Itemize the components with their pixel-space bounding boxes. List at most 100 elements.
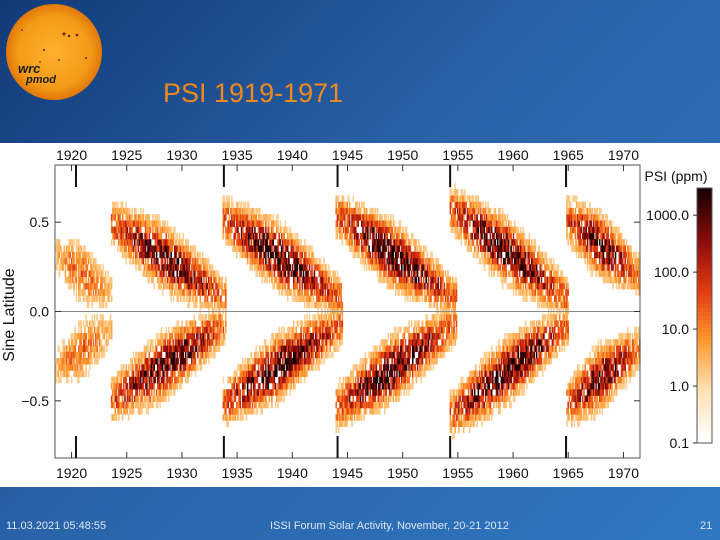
heatmap-cell — [438, 320, 441, 327]
heatmap-cell — [453, 220, 455, 227]
heatmap-cell — [115, 232, 118, 240]
heatmap-cell — [260, 245, 262, 252]
heatmap-cell — [392, 332, 395, 340]
heatmap-cell — [246, 226, 249, 234]
heatmap-cell — [126, 232, 129, 240]
heatmap-cell — [368, 245, 370, 252]
heatmap-cell — [201, 282, 204, 290]
heatmap-cell — [78, 251, 80, 259]
heatmap-cell — [390, 251, 392, 259]
heatmap-cell — [173, 332, 176, 340]
heatmap-cell — [188, 270, 191, 277]
heatmap-cell — [426, 289, 429, 296]
heatmap-cell — [411, 276, 414, 284]
heatmap-cell — [215, 295, 217, 302]
heatmap-cell — [234, 207, 237, 215]
heatmap-cell — [411, 264, 414, 271]
heatmap-cell — [341, 401, 344, 409]
heatmap-cell — [404, 232, 407, 240]
heatmap-cell — [407, 376, 409, 384]
heatmap-cell — [415, 339, 418, 346]
heatmap-cell — [163, 226, 165, 234]
heatmap-cell — [159, 251, 162, 259]
heatmap-cell — [380, 214, 382, 221]
heatmap-cell — [269, 270, 272, 277]
heatmap-cell — [448, 314, 450, 321]
heatmap-cell — [114, 214, 117, 221]
heatmap-cell — [87, 345, 90, 352]
heatmap-cell — [295, 295, 298, 302]
heatmap-cell — [95, 332, 97, 340]
heatmap-cell — [204, 351, 206, 359]
heatmap-cell — [63, 357, 66, 365]
heatmap-cell — [394, 270, 397, 277]
heatmap-cell — [195, 295, 198, 302]
heatmap-cell — [360, 232, 363, 240]
heatmap-cell — [280, 226, 283, 234]
heatmap-cell — [79, 357, 81, 365]
heatmap-cell — [148, 239, 151, 246]
heatmap-cell — [322, 289, 324, 296]
heatmap-cell — [339, 376, 341, 384]
heatmap-cell — [158, 389, 160, 396]
heatmap-cell — [374, 370, 376, 378]
heatmap-cell — [82, 282, 85, 290]
heatmap-cell — [286, 257, 289, 265]
heatmap-cell — [324, 320, 327, 327]
heatmap-cell — [163, 357, 165, 365]
heatmap-cell — [273, 232, 276, 240]
heatmap-cell — [275, 389, 278, 396]
heatmap-cell — [408, 376, 410, 384]
heatmap-cell — [323, 282, 325, 290]
heatmap-cell — [68, 339, 70, 346]
heatmap-cell — [124, 395, 126, 403]
heatmap-cell — [340, 220, 342, 227]
heatmap-cell — [223, 214, 226, 221]
heatmap-cell — [333, 270, 335, 277]
heatmap-cell — [386, 276, 389, 284]
heatmap-cell — [181, 357, 183, 365]
heatmap-cell — [386, 257, 389, 265]
heatmap-cell — [99, 270, 102, 277]
heatmap-cell — [59, 376, 62, 384]
heatmap-cell — [160, 276, 163, 284]
heatmap-cell — [392, 270, 395, 277]
heatmap-cell — [154, 270, 157, 277]
heatmap-cell — [415, 376, 418, 384]
heatmap-cell — [359, 257, 362, 265]
heatmap-cell — [204, 326, 206, 334]
heatmap-cell — [133, 239, 136, 246]
heatmap-cell — [205, 357, 208, 365]
heatmap-cell — [306, 289, 308, 296]
heatmap-cell — [374, 389, 376, 396]
heatmap-cell — [274, 401, 277, 409]
heatmap-cell — [386, 370, 389, 378]
heatmap-cell — [447, 276, 449, 284]
heatmap-cell — [131, 382, 134, 390]
heatmap-cell — [105, 320, 108, 327]
heatmap-cell — [408, 357, 410, 365]
heatmap-cell — [249, 370, 251, 378]
heatmap-cell — [323, 357, 325, 365]
heatmap-cell — [233, 220, 236, 227]
heatmap-cell — [442, 351, 444, 359]
heatmap-cell — [377, 264, 380, 271]
heatmap-cell — [317, 351, 319, 359]
heatmap-cell — [138, 401, 141, 409]
heatmap-cell — [150, 339, 153, 346]
heatmap-cell — [362, 370, 364, 378]
heatmap-cell — [141, 407, 143, 415]
heatmap-cell — [165, 251, 168, 259]
heatmap-cell — [381, 395, 384, 403]
heatmap-cell — [268, 276, 271, 284]
heatmap-cell — [319, 345, 322, 352]
heatmap-cell — [295, 257, 298, 265]
heatmap-cell — [447, 332, 449, 340]
heatmap-cell — [166, 364, 169, 371]
heatmap-cell — [403, 264, 406, 271]
heatmap-cell — [166, 376, 169, 384]
heatmap-cell — [248, 232, 250, 240]
heatmap-cell — [144, 251, 147, 259]
heatmap-cell — [143, 370, 146, 378]
heatmap-cell — [316, 282, 318, 290]
